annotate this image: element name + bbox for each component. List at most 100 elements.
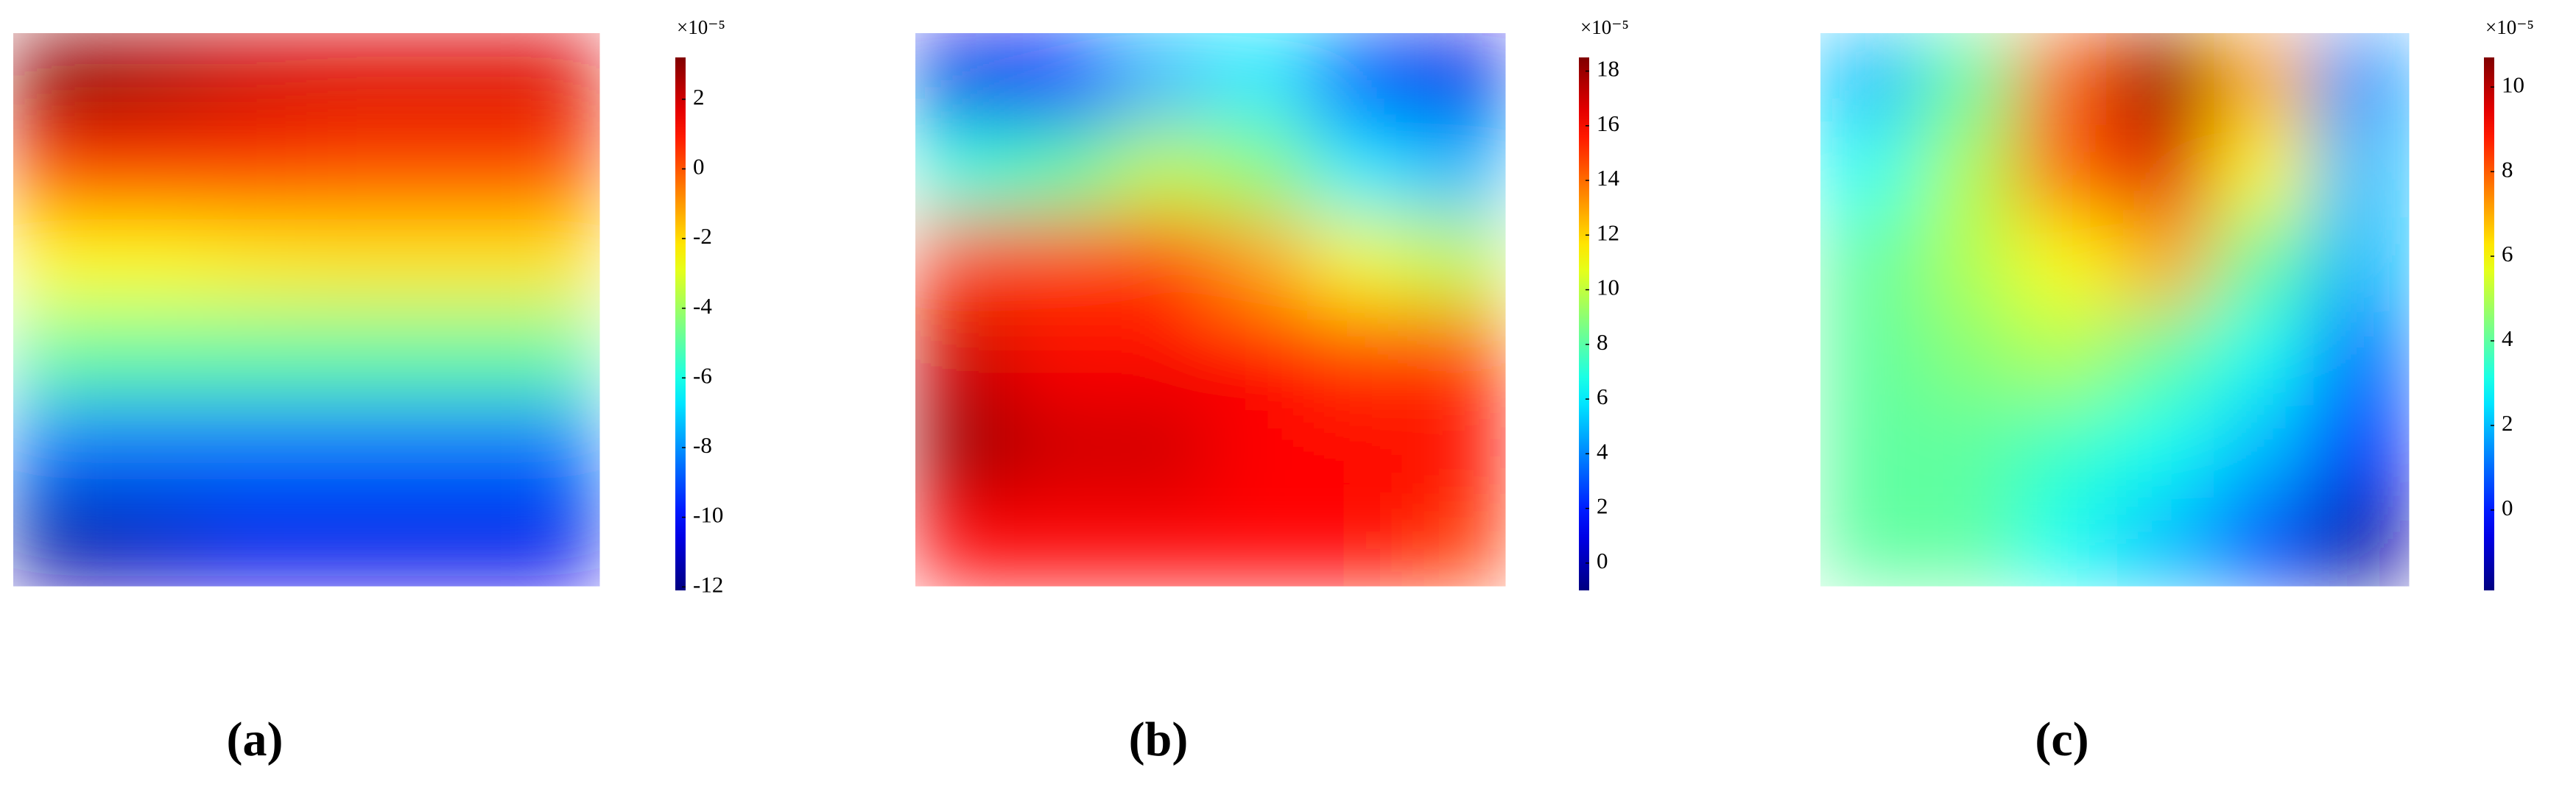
heatmap-cell bbox=[2114, 493, 2214, 587]
colorbar-tick-label: 4 bbox=[2502, 325, 2513, 351]
heatmap-cell bbox=[13, 401, 112, 495]
colorbar-tick-label: 0 bbox=[693, 154, 705, 180]
heatmap-cell bbox=[2114, 33, 2214, 126]
heatmap-cell bbox=[915, 33, 1014, 126]
heatmap-cell bbox=[306, 217, 405, 310]
heatmap-cell bbox=[13, 125, 112, 218]
heatmap-cell bbox=[1112, 125, 1211, 218]
heatmap-cell bbox=[2114, 309, 2214, 403]
heatmap-cell bbox=[1407, 217, 1506, 310]
heatmap-cell bbox=[2016, 217, 2115, 310]
heatmap-cell bbox=[2114, 217, 2214, 310]
colorbar-tick-label: -8 bbox=[693, 432, 712, 458]
heatmap-cell bbox=[2016, 125, 2115, 218]
heatmap-cell bbox=[13, 493, 112, 587]
heatmap-cell bbox=[502, 309, 600, 403]
heatmap-cell bbox=[1820, 309, 1919, 403]
colorbar-tick-label: -10 bbox=[693, 502, 723, 528]
heatmap-cell bbox=[915, 217, 1014, 310]
colorbar-tick-label: 2 bbox=[2502, 410, 2513, 436]
heatmap-cell bbox=[13, 33, 112, 126]
heatmap-cell bbox=[502, 217, 600, 310]
heatmap-cell bbox=[2016, 493, 2115, 587]
heatmap-cell bbox=[306, 33, 405, 126]
heatmap-cell bbox=[2212, 125, 2312, 218]
heatmap-cell bbox=[1309, 401, 1407, 495]
panel-label: (a) bbox=[227, 713, 284, 766]
heatmap-cell bbox=[1112, 309, 1211, 403]
colorbar-tick-label: -12 bbox=[693, 571, 723, 597]
colorbar-tick-label: 16 bbox=[1597, 110, 1619, 136]
colorbar-tick-label: -6 bbox=[693, 362, 712, 388]
heatmap-cell bbox=[1210, 33, 1309, 126]
heatmap-cell bbox=[404, 217, 502, 310]
heatmap-cell bbox=[1407, 33, 1506, 126]
heatmap-cell bbox=[1112, 33, 1211, 126]
colorbar-tick-label: 14 bbox=[1597, 165, 1620, 191]
heatmap-cell bbox=[208, 401, 307, 495]
heatmap-cell bbox=[306, 493, 405, 587]
heatmap-cell bbox=[404, 125, 502, 218]
heatmap-cell bbox=[1820, 33, 1919, 126]
heatmap-cell bbox=[1210, 309, 1309, 403]
heatmap-cell bbox=[1309, 125, 1407, 218]
heatmap-cell bbox=[2016, 309, 2115, 403]
colorbar-tick-label: -4 bbox=[693, 293, 712, 319]
heatmap-cell bbox=[2114, 401, 2214, 495]
heatmap-cell bbox=[404, 401, 502, 495]
heatmap-cell bbox=[208, 33, 307, 126]
heatmap-cell bbox=[110, 309, 209, 403]
heatmap-cell bbox=[2016, 401, 2115, 495]
heatmap-cell bbox=[1309, 33, 1407, 126]
heatmap-cell bbox=[1013, 33, 1113, 126]
heatmap-cell bbox=[1013, 401, 1113, 495]
heatmap-cell bbox=[1918, 125, 2017, 218]
heatmap-cell bbox=[915, 401, 1014, 495]
heatmap-cell bbox=[2016, 33, 2115, 126]
heatmap-cell bbox=[1407, 493, 1506, 587]
heatmap-cell bbox=[1013, 217, 1113, 310]
heatmap-cell bbox=[915, 309, 1014, 403]
heatmap-cell bbox=[2310, 493, 2410, 587]
heatmap-cell bbox=[1820, 401, 1919, 495]
heatmap-cell bbox=[208, 125, 307, 218]
heatmap bbox=[1820, 33, 2410, 587]
heatmap-cell bbox=[110, 125, 209, 218]
heatmap-cell bbox=[306, 309, 405, 403]
heatmap-cell bbox=[502, 125, 600, 218]
heatmap-cell bbox=[502, 33, 600, 126]
heatmap-cell bbox=[502, 493, 600, 587]
heatmap-cell bbox=[1309, 493, 1407, 587]
heatmap-cell bbox=[1407, 309, 1506, 403]
heatmap-cell bbox=[1918, 309, 2017, 403]
heatmap-cell bbox=[1210, 401, 1309, 495]
heatmap-cell bbox=[2212, 217, 2312, 310]
heatmap-cell bbox=[502, 401, 600, 495]
heatmap-cell bbox=[1918, 217, 2017, 310]
colorbar-tick-label: 12 bbox=[1597, 219, 1619, 245]
heatmap-cell bbox=[2114, 125, 2214, 218]
heatmap-cell bbox=[1013, 125, 1113, 218]
heatmap-cell bbox=[1210, 217, 1309, 310]
heatmap-cell bbox=[110, 33, 209, 126]
colorbar-tick-label: 18 bbox=[1597, 56, 1619, 82]
heatmap-cell bbox=[1407, 125, 1506, 218]
heatmap-cell bbox=[1112, 217, 1211, 310]
heatmap-cell bbox=[1309, 309, 1407, 403]
heatmap-cell bbox=[208, 493, 307, 587]
heatmap-cell bbox=[306, 125, 405, 218]
panel-label: (b) bbox=[1129, 713, 1189, 766]
heatmap-cell bbox=[2212, 493, 2312, 587]
colorbar-tick-label: 10 bbox=[1597, 275, 1619, 300]
colorbar-tick-label: 2 bbox=[1597, 493, 1608, 519]
heatmap-cell bbox=[404, 309, 502, 403]
heatmap-cell bbox=[2310, 401, 2410, 495]
heatmap-cell bbox=[110, 493, 209, 587]
heatmap-cell bbox=[13, 309, 112, 403]
heatmap-cell bbox=[404, 493, 502, 587]
heatmap-cell bbox=[2310, 33, 2410, 126]
heatmap-cell bbox=[1013, 309, 1113, 403]
heatmap-cell bbox=[404, 33, 502, 126]
heatmap-cell bbox=[1013, 493, 1113, 587]
